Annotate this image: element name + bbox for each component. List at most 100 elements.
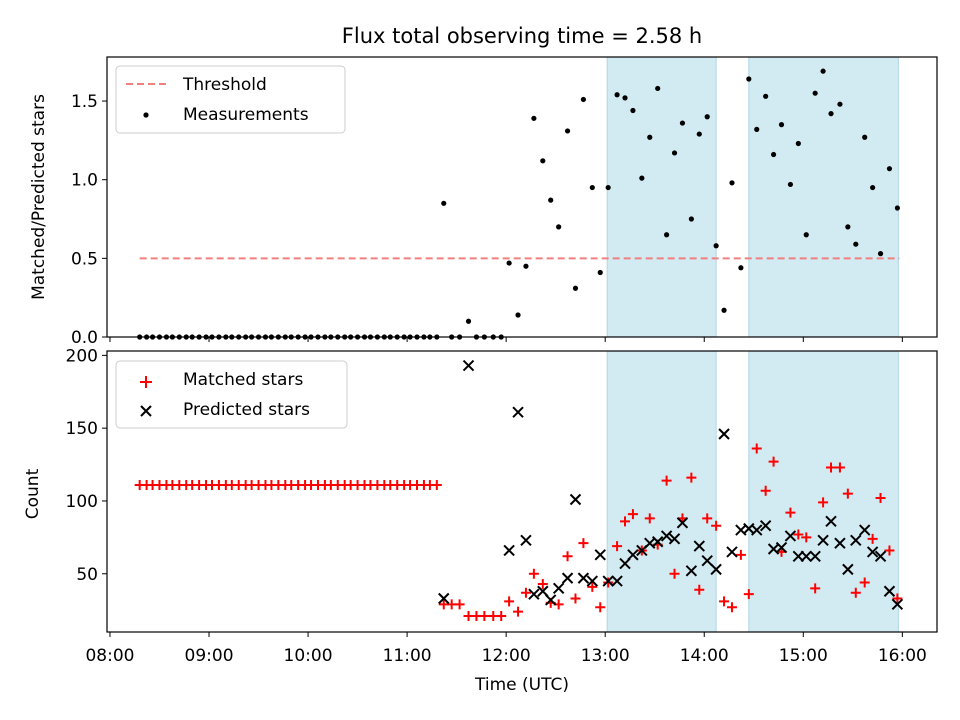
shaded-interval-1 (748, 350, 899, 633)
x-tick-label: 10:00 (284, 646, 333, 666)
measurement-point (572, 285, 579, 291)
predicted-star-marker (817, 534, 829, 546)
measurement-point (655, 85, 661, 92)
x-tick-label: 15:00 (779, 646, 828, 666)
predicted-star-marker (627, 549, 639, 561)
bottom-y-tick-label: 150 (66, 419, 98, 439)
matched-star-marker (644, 513, 655, 524)
bottom-y-tick-label: 100 (66, 492, 98, 512)
predicted-star-marker (809, 550, 821, 562)
matched-star-marker (431, 479, 442, 490)
top-y-tick-label: 0.0 (71, 328, 98, 348)
measurement-point (729, 180, 735, 186)
matched-star-marker (528, 568, 539, 579)
measurement-point (515, 312, 521, 318)
matched-star-marker (743, 589, 754, 600)
matched-star-marker (612, 541, 623, 552)
matched-star-marker (726, 602, 737, 613)
matched-star-marker (570, 593, 581, 604)
measurement-point (679, 120, 686, 126)
predicted-star-marker (685, 565, 698, 577)
matched-star-marker (479, 610, 490, 621)
top-x-ticks (109, 337, 903, 342)
matched-star-marker (760, 485, 771, 496)
matched-star-marker (884, 545, 895, 556)
x-tick-label: 09:00 (185, 646, 234, 666)
predicted-star-marker (710, 563, 722, 576)
predicted-star-marker (858, 524, 871, 536)
measurement-point (639, 175, 645, 181)
measurement-point (696, 131, 702, 137)
x-tick-label: 13:00 (581, 646, 630, 666)
measurement-point (580, 96, 587, 103)
measurement-point (622, 95, 628, 101)
matched-star-marker (513, 606, 524, 617)
measurement-point (664, 232, 670, 238)
measurement-point (894, 205, 900, 211)
matched-star-marker (751, 443, 762, 454)
matched-legend-swatch (140, 376, 152, 388)
predicted-star-marker (676, 517, 689, 529)
ratio-panel: 0.0 0.5 1.0 1.5 Matched/Predicted stars Thr… (29, 56, 938, 348)
measurement-point (531, 115, 537, 121)
ratio-legend-box (115, 65, 346, 134)
measurement-point (828, 111, 834, 117)
predicted-star-marker (503, 544, 515, 557)
bottom-y-tick-label: 200 (66, 346, 98, 366)
predicted-star-marker (825, 515, 837, 528)
measurement-point (589, 184, 595, 191)
measurement-point (597, 269, 603, 276)
measurement-point (837, 101, 843, 107)
measurement-point (778, 122, 785, 128)
shaded-interval-0 (606, 56, 717, 338)
top-shaded-intervals (606, 56, 899, 338)
matched-star-marker (669, 568, 680, 579)
predicted-star-marker (438, 592, 450, 605)
matched-star-marker (842, 488, 853, 499)
top-y-ticks: 0.0 0.5 1.0 1.5 (71, 92, 107, 348)
matched-star-marker (578, 538, 589, 549)
predicted-star-marker (891, 598, 904, 611)
predicted-star-markers (438, 359, 904, 611)
matched-star-marker (867, 533, 878, 544)
x-tick-label: 11:00 (383, 646, 432, 666)
bottom-shaded-intervals (606, 350, 899, 633)
measurement-point (564, 128, 571, 134)
matched-star-marker (520, 587, 531, 598)
predicted-star-marker (775, 541, 788, 554)
measurement-point (713, 243, 719, 249)
measurement-point (886, 166, 893, 172)
predicted-star-marker (660, 530, 673, 542)
matched-legend-label: Matched stars (183, 370, 303, 390)
measurement-point (523, 263, 529, 269)
predicted-legend-swatch (140, 405, 152, 417)
x-axis-label: Time (UTC) (474, 675, 569, 695)
predicted-star-marker (611, 575, 623, 587)
ratio-legend: Threshold Measurements (115, 65, 346, 134)
measurement-point (754, 126, 760, 132)
predicted-star-marker (800, 550, 812, 562)
counts-y-label: Count (23, 468, 43, 519)
predicted-star-marker (561, 572, 574, 584)
matched-star-marker (801, 532, 812, 543)
predicted-star-marker (569, 493, 582, 506)
threshold-legend-label: Threshold (182, 75, 267, 95)
measurement-point (795, 140, 801, 147)
predicted-star-marker (701, 554, 713, 567)
counts-panel: 08:00 09:00 10:00 11:00 12:00 13:00 14:00 15:00… (23, 346, 938, 695)
matched-star-marker (661, 475, 672, 486)
measurements-legend-swatch (143, 112, 149, 118)
ratio-y-label: Matched/Predicted stars (29, 94, 49, 300)
top-y-tick-label: 1.5 (71, 92, 98, 112)
measurement-point (812, 90, 818, 96)
chart-title: Flux total observing time = 2.58 h (342, 24, 702, 48)
measurement-point (738, 265, 744, 271)
measurement-point (770, 151, 777, 158)
measurement-point (763, 93, 769, 99)
measurement-point (862, 134, 868, 140)
matched-star-marker (595, 602, 606, 613)
ratio-plot-frame (106, 56, 938, 338)
measurement-point (803, 232, 809, 238)
matched-star-marker (686, 472, 697, 483)
